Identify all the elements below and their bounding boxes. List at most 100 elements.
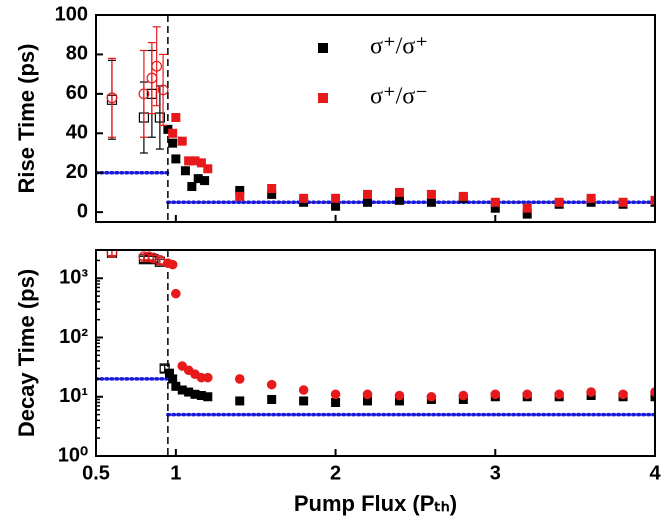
data-point — [363, 396, 373, 406]
data-point — [106, 250, 118, 259]
legend-marker — [318, 93, 328, 103]
y-tick-label: 10¹ — [59, 385, 88, 407]
x-tick-label: 4 — [649, 462, 661, 484]
data-point — [618, 197, 628, 207]
data-point — [586, 387, 596, 397]
data-point — [180, 166, 190, 176]
data-point — [168, 138, 178, 148]
data-point — [168, 128, 178, 138]
data-point — [196, 158, 206, 168]
error-bar — [152, 26, 161, 107]
data-point — [426, 189, 436, 199]
error-bar — [149, 254, 158, 262]
data-point — [171, 154, 181, 164]
data-point — [363, 189, 373, 199]
data-point — [426, 391, 437, 402]
data-point — [184, 387, 194, 397]
data-point — [167, 259, 178, 270]
data-point — [235, 191, 245, 201]
data-point — [266, 379, 277, 390]
data-point — [618, 389, 628, 400]
data-point — [330, 389, 341, 400]
data-point — [394, 187, 404, 197]
data-point — [267, 189, 277, 199]
data-point — [650, 392, 655, 402]
y-tick-label: 60 — [66, 82, 88, 104]
y-tick-label: 0 — [77, 200, 88, 222]
data-point — [458, 191, 468, 201]
data-point — [151, 60, 163, 72]
data-point — [554, 389, 564, 400]
x-axis-label: Pump Flux (Pₜₕ) — [294, 491, 457, 516]
data-point — [171, 113, 181, 123]
legend-marker — [318, 43, 328, 53]
data-point — [394, 195, 404, 205]
data-point — [235, 396, 245, 406]
data-point — [522, 203, 532, 213]
legend-label: σ⁺/σ⁺ — [370, 34, 428, 60]
y-tick-label: 80 — [66, 43, 88, 65]
data-point — [190, 156, 200, 166]
y-tick-label: 40 — [66, 122, 88, 144]
x-tick-label: 0.5 — [82, 462, 110, 484]
plot-frame — [95, 249, 656, 457]
data-point — [106, 92, 118, 104]
plot-frame — [95, 14, 656, 223]
data-point — [394, 390, 405, 401]
data-point — [522, 389, 533, 400]
data-point — [426, 197, 436, 207]
data-point — [363, 197, 373, 207]
y-tick-label: 10³ — [59, 267, 88, 289]
data-point — [171, 381, 181, 391]
plot-area — [96, 250, 655, 456]
data-point — [177, 385, 187, 395]
data-point — [650, 195, 655, 205]
data-point — [203, 164, 213, 174]
data-point — [235, 185, 245, 195]
data-point — [157, 84, 169, 96]
data-point — [159, 363, 170, 374]
data-point — [331, 193, 341, 203]
data-point — [554, 197, 564, 207]
data-point — [154, 112, 165, 123]
data-point — [234, 374, 245, 384]
data-point — [490, 389, 501, 400]
data-point — [586, 193, 596, 203]
data-point — [138, 88, 150, 100]
data-point — [331, 201, 341, 211]
data-point — [171, 288, 181, 299]
data-point — [650, 387, 655, 397]
data-point — [299, 396, 309, 406]
data-point — [490, 203, 500, 213]
data-point — [168, 374, 178, 384]
data-point — [331, 397, 341, 407]
data-point — [490, 197, 500, 207]
y-axis-label: Rise Time (ps) — [14, 44, 39, 194]
data-point — [190, 389, 200, 399]
data-point — [267, 394, 277, 404]
data-point — [184, 156, 194, 166]
data-point — [298, 385, 309, 395]
error-bar — [147, 41, 156, 115]
x-tick-label: 2 — [330, 462, 341, 484]
data-point — [362, 389, 373, 400]
y-tick-label: 10² — [59, 326, 88, 348]
error-bar — [139, 49, 148, 138]
y-tick-label: 10⁰ — [58, 444, 88, 466]
y-tick-label: 100 — [55, 3, 88, 25]
data-point — [299, 193, 309, 203]
data-point — [267, 183, 277, 193]
y-tick-label: 20 — [66, 161, 88, 183]
data-point — [187, 182, 197, 192]
data-point — [522, 209, 532, 219]
data-point — [177, 136, 187, 146]
data-point — [164, 368, 174, 378]
x-tick-label: 1 — [170, 462, 181, 484]
error-bar — [159, 53, 168, 127]
data-point — [193, 174, 203, 184]
plot-area — [96, 15, 655, 222]
data-point — [203, 392, 213, 402]
x-tick-label: 3 — [490, 462, 501, 484]
y-axis-label: Decay Time (ps) — [14, 269, 39, 437]
